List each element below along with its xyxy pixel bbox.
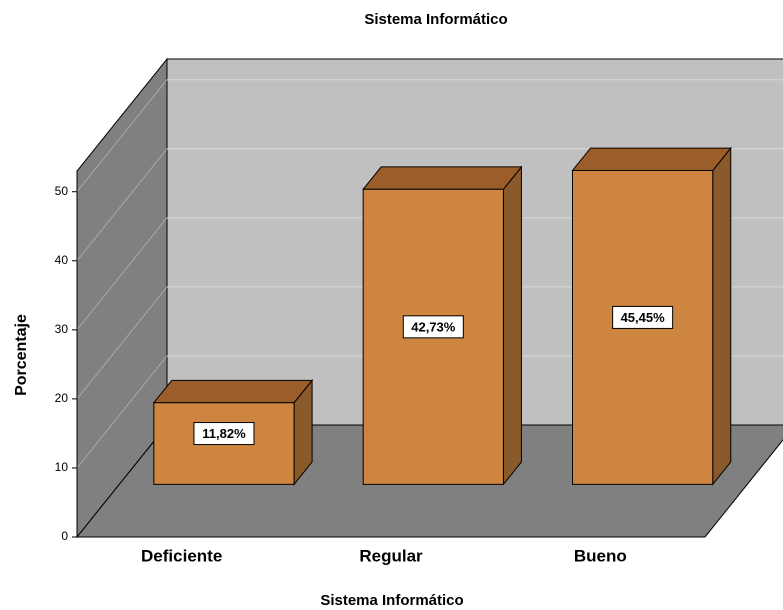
y-tick-label: 10 [55, 460, 69, 474]
grid-line [76, 286, 168, 400]
value-label-box [193, 422, 255, 446]
x-tick-label: Bueno [574, 546, 627, 565]
chart-title: Sistema Informático [364, 11, 507, 28]
bar-top [362, 166, 523, 190]
y-tick-label: 20 [55, 391, 69, 405]
bar-top [571, 147, 732, 171]
y-tick-label: 0 [61, 529, 68, 543]
grid-line [76, 79, 168, 193]
bar-top [152, 379, 314, 404]
grid-line [76, 355, 168, 469]
y-tick-label: 50 [55, 184, 69, 198]
value-label: 42,73% [411, 319, 456, 334]
bar-side [712, 146, 732, 486]
value-label: 45,45% [621, 310, 666, 325]
y-tick-label: 40 [55, 253, 69, 267]
value-label-box [402, 315, 464, 339]
x-tick-label: Deficiente [141, 546, 222, 565]
bar-side [502, 165, 522, 486]
value-label-box [612, 305, 674, 329]
value-label: 11,82% [202, 426, 246, 441]
grid-line [76, 148, 168, 262]
x-axis-label: Sistema Informático [320, 592, 463, 609]
grid-line [76, 217, 168, 331]
x-tick-label: Regular [359, 546, 423, 565]
bar [572, 169, 714, 485]
y-tick-label: 30 [55, 322, 69, 336]
y-axis-label: Porcentaje [13, 314, 30, 396]
